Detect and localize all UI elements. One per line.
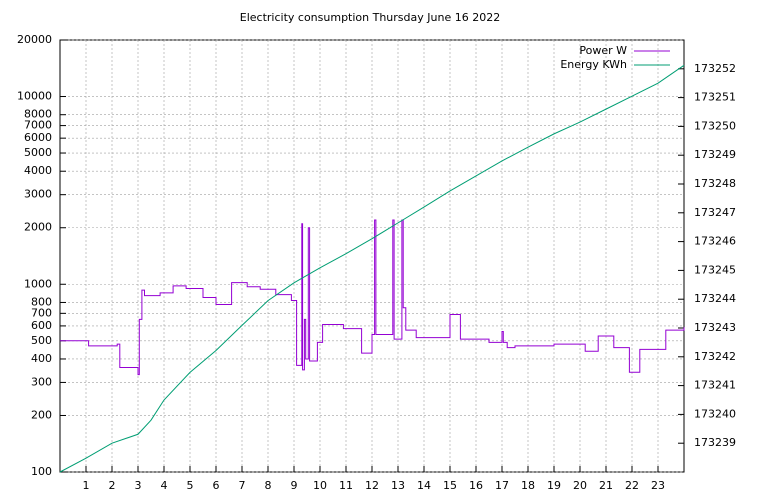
y-tick-label: 4000 (24, 164, 52, 177)
y-tick-label: 100 (31, 465, 52, 478)
y-tick-label: 10000 (17, 90, 52, 103)
y-tick-label: 20000 (17, 33, 52, 46)
x-tick-label: 3 (135, 479, 142, 492)
y-tick-label: 2000 (24, 221, 52, 234)
x-tick-label: 18 (521, 479, 535, 492)
x-tick-label: 11 (339, 479, 353, 492)
x-tick-label: 5 (187, 479, 194, 492)
y2-tick-label: 173248 (694, 177, 736, 190)
y2-tick-label: 173247 (694, 206, 736, 219)
series-line (59, 64, 685, 473)
y2-tick-label: 173250 (694, 119, 736, 132)
x-tick-label: 21 (599, 479, 613, 492)
chart-title: Electricity consumption Thursday June 16… (240, 11, 500, 24)
x-tick-label: 20 (573, 479, 587, 492)
y2-tick-label: 173252 (694, 62, 736, 75)
y-tick-label: 7000 (24, 119, 52, 132)
y-tick-label: 1000 (24, 277, 52, 290)
y-tick-label: 8000 (24, 108, 52, 121)
x-tick-label: 9 (291, 479, 298, 492)
y2-tick-label: 173245 (694, 263, 736, 276)
legend-label: Power W (579, 44, 627, 57)
y-tick-label: 300 (31, 375, 52, 388)
y-tick-label: 5000 (24, 146, 52, 159)
y-tick-label: 200 (31, 408, 52, 421)
y2-tick-label: 173246 (694, 235, 736, 248)
x-tick-label: 23 (651, 479, 665, 492)
y2-tick-label: 173251 (694, 91, 736, 104)
x-tick-label: 17 (495, 479, 509, 492)
x-tick-label: 22 (625, 479, 639, 492)
series-line (60, 219, 685, 376)
y2-tick-label: 173240 (694, 407, 736, 420)
y2-tick-label: 173242 (694, 350, 736, 363)
y-tick-label: 3000 (24, 188, 52, 201)
x-tick-label: 12 (365, 479, 379, 492)
x-tick-label: 1 (83, 479, 90, 492)
x-tick-label: 13 (391, 479, 405, 492)
y-tick-label: 400 (31, 352, 52, 365)
x-tick-label: 6 (213, 479, 220, 492)
x-tick-label: 14 (417, 479, 431, 492)
x-tick-label: 2 (109, 479, 116, 492)
legend-label: Energy KWh (560, 58, 627, 71)
x-tick-label: 4 (161, 479, 168, 492)
y2-tick-label: 173244 (694, 292, 736, 305)
x-tick-label: 15 (443, 479, 457, 492)
y-tick-label: 800 (31, 295, 52, 308)
y2-tick-label: 173243 (694, 321, 736, 334)
x-tick-label: 10 (313, 479, 327, 492)
y2-tick-label: 173241 (694, 379, 736, 392)
x-tick-label: 16 (469, 479, 483, 492)
x-tick-label: 7 (239, 479, 246, 492)
y2-tick-label: 173239 (694, 436, 736, 449)
y-tick-label: 6000 (24, 131, 52, 144)
x-tick-label: 19 (547, 479, 561, 492)
y2-tick-label: 173249 (694, 148, 736, 161)
y-tick-label: 700 (31, 306, 52, 319)
y-tick-label: 600 (31, 319, 52, 332)
x-tick-label: 8 (265, 479, 272, 492)
y-tick-label: 500 (31, 334, 52, 347)
